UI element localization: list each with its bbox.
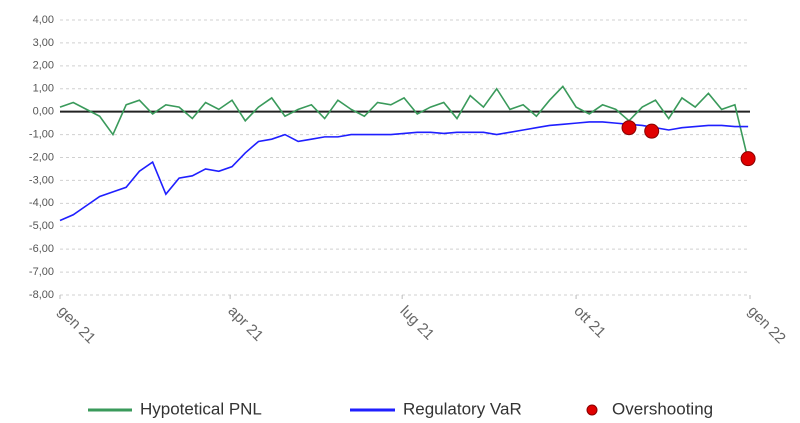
x-tick-label: gen 21 xyxy=(54,303,98,347)
legend-label: Hypotetical PNL xyxy=(140,399,262,418)
overshooting-point xyxy=(740,151,756,167)
y-tick-label: -8,00 xyxy=(29,289,54,301)
legend-label: Overshooting xyxy=(612,399,713,418)
y-tick-label: 0,00 xyxy=(33,106,54,118)
legend-label: Regulatory VaR xyxy=(403,399,522,418)
y-tick-label: 3,00 xyxy=(33,37,54,49)
overshooting-point xyxy=(621,120,637,136)
y-tick-label: -7,00 xyxy=(29,266,54,278)
y-tick-label: -5,00 xyxy=(29,220,54,232)
series-line xyxy=(59,85,749,160)
y-tick-label: -4,00 xyxy=(29,197,54,209)
y-tick-label: 4,00 xyxy=(33,14,54,26)
y-tick-label: -3,00 xyxy=(29,174,54,186)
series-line xyxy=(59,121,749,222)
y-tick-label: 1,00 xyxy=(33,83,54,95)
overshooting-point xyxy=(644,123,660,139)
x-tick-label: ott 21 xyxy=(570,303,609,342)
y-tick-label: -2,00 xyxy=(29,151,54,163)
x-tick-label: apr 21 xyxy=(225,303,267,345)
x-tick-label: lug 21 xyxy=(397,303,438,344)
y-tick-label: -6,00 xyxy=(29,243,54,255)
legend-swatch xyxy=(586,404,598,416)
x-tick-label: gen 22 xyxy=(744,303,788,347)
y-tick-label: -1,00 xyxy=(29,128,54,140)
y-tick-label: 2,00 xyxy=(33,60,54,72)
